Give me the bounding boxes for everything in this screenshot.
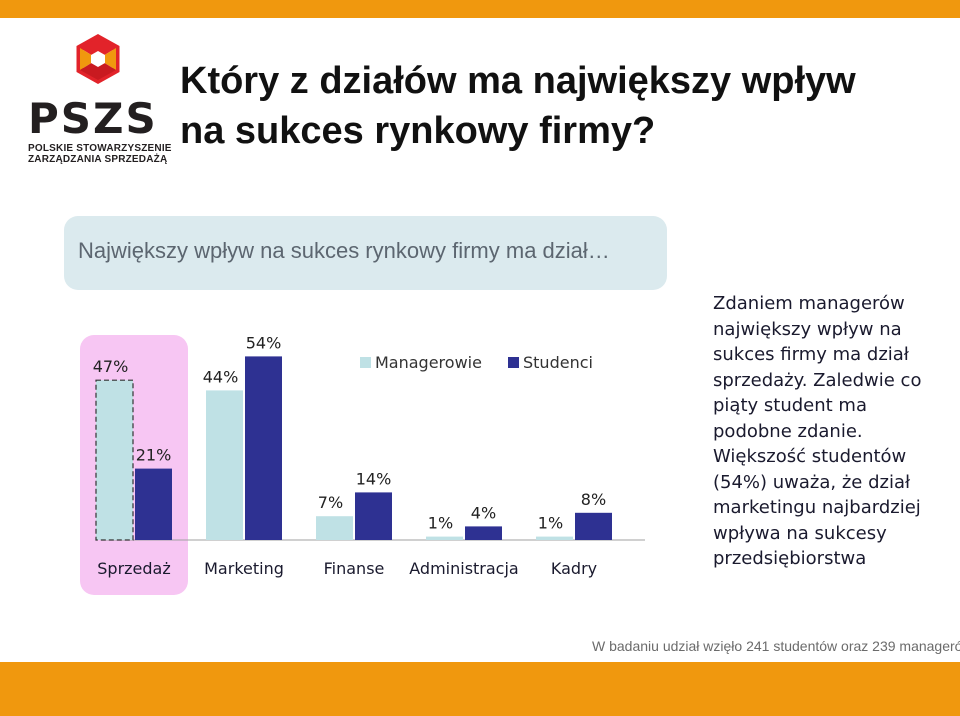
- legend-label-students: Studenci: [523, 353, 593, 372]
- category-label-4: Kadry: [551, 559, 597, 578]
- data-label-managers-4: 1%: [538, 514, 563, 533]
- category-label-1: Marketing: [204, 559, 284, 578]
- title-line-2: na sukces rynkowy firmy?: [180, 110, 656, 152]
- category-label-0: Sprzedaż: [97, 559, 171, 578]
- category-label-3: Administracja: [409, 559, 518, 578]
- subtitle: Największy wpływ na sukces rynkowy firmy…: [78, 238, 610, 263]
- logo-text: PSZS: [28, 94, 158, 143]
- data-label-students-4: 8%: [581, 490, 606, 509]
- hexagon-logo-icon: [76, 34, 120, 85]
- data-label-students-2: 14%: [356, 469, 392, 488]
- data-label-managers-1: 44%: [203, 367, 239, 386]
- footnote: W badaniu udział wzięło 241 studentów or…: [592, 638, 960, 654]
- footnote-box: [580, 633, 958, 661]
- bar-managers-1: [206, 390, 243, 540]
- commentary: Zdaniem managerów największy wpływ na su…: [713, 291, 943, 572]
- legend-swatch-managers: [360, 357, 371, 368]
- bar-students-3: [465, 526, 502, 540]
- bar-managers-4: [536, 536, 573, 540]
- data-label-students-0: 21%: [136, 446, 172, 465]
- bar-students-4: [575, 512, 612, 540]
- logo-subtitle-1: POLSKIE STOWARZYSZENIE: [28, 143, 172, 154]
- data-label-managers-2: 7%: [318, 493, 343, 512]
- commentary-paragraph-2: Większość studentów (54%) uważa, że dzia…: [713, 446, 921, 569]
- legend-swatch-students: [508, 357, 519, 368]
- bar-managers-2: [316, 516, 353, 540]
- bar-students-0: [135, 468, 172, 540]
- bottom-accent-bar: [0, 662, 960, 716]
- title-line-1: Który z działów ma największy wpływ: [180, 60, 856, 102]
- commentary-paragraph-1: Zdaniem managerów największy wpływ na su…: [713, 293, 922, 442]
- bar-students-1: [245, 356, 282, 540]
- pszs-logo: [20, 34, 170, 169]
- logo-subtitle-2: ZARZĄDZANIA SPRZEDAŻĄ: [28, 154, 168, 165]
- data-label-managers-0: 47%: [93, 357, 129, 376]
- data-label-students-3: 4%: [471, 503, 496, 522]
- bar-managers-0: [95, 379, 134, 541]
- bar-managers-3: [426, 536, 463, 540]
- bar-chart: 47% 21% Sprzedaż 44% 54% Marketing 7% 14% Finans…: [80, 333, 645, 595]
- top-accent-bar: [0, 0, 960, 18]
- data-label-managers-3: 1%: [428, 514, 453, 533]
- subtitle-box: Największy wpływ na sukces rynkowy firmy…: [64, 216, 667, 290]
- legend-label-managers: Managerowie: [375, 353, 482, 372]
- category-label-2: Finanse: [324, 559, 385, 578]
- data-label-students-1: 54%: [246, 333, 282, 352]
- page-title: Który z działów ma największy wpływ na s…: [180, 56, 856, 156]
- bar-students-2: [355, 492, 392, 540]
